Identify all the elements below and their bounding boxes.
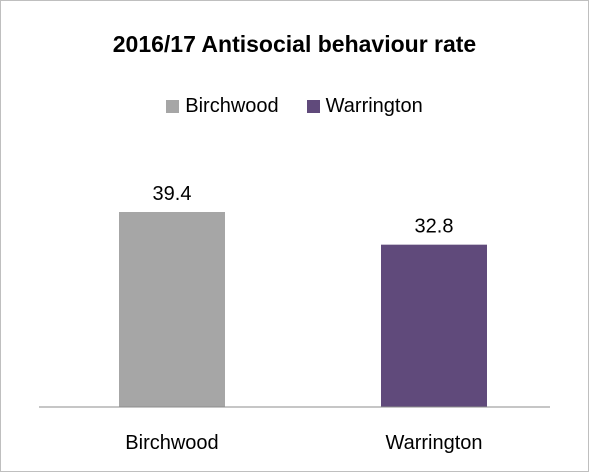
data-label-warrington: 32.8 [415,216,454,238]
legend-item-birchwood: Birchwood [166,95,279,118]
chart-title: 2016/17 Antisocial behaviour rate [112,31,477,57]
data-label-birchwood: 39.4 [153,183,192,205]
legend-swatch-warrington [306,100,320,113]
legend-item-warrington: Warrington [306,95,423,118]
legend-label-warrington: Warrington [325,95,423,117]
chart-legend: Birchwood Warrington [1,95,588,118]
bar-warrington [381,244,487,407]
legend-swatch-birchwood [166,100,180,113]
x-tick-warrington: Warrington [385,432,482,454]
bar-birchwood [119,212,225,407]
legend-label-birchwood: Birchwood [185,95,279,117]
x-tick-birchwood: Birchwood [125,432,218,454]
